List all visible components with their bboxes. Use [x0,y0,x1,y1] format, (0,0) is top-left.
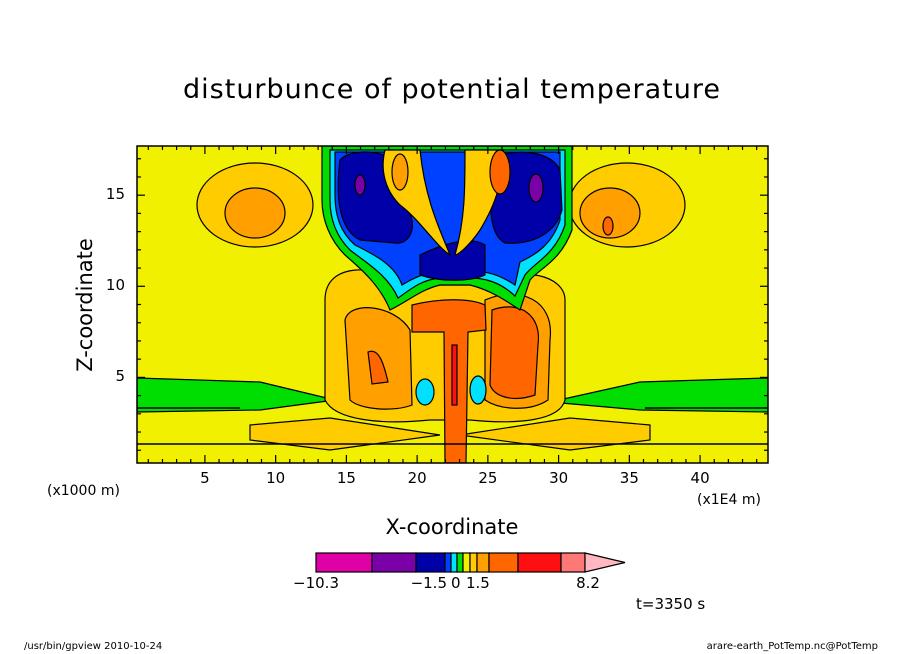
x-tick-label: 30 [549,469,569,487]
y-tick-label: 15 [105,185,125,204]
y-tick-label: 5 [115,367,125,386]
contour-right-green-band [549,377,768,413]
colorbar-label: −10.3 [293,574,339,592]
x-tick-label: 5 [200,469,210,487]
colorbar-overflow-triangle [584,552,626,573]
footer-left: /usr/bin/gpview 2010-10-24 [24,641,163,652]
x-axis-label: X-coordinate [385,515,519,539]
y-unit-label: (x1000 m) [47,483,120,499]
contour-right-orange-core [489,306,540,399]
y-tick-label: 10 [105,276,125,295]
colorbar-segment [450,552,458,573]
y-axis-label: Z-coordinate [72,238,97,372]
contour-right-cyan-patch [469,375,487,405]
colorbar-label: 0 [451,574,461,592]
contour-left-cyan-patch [415,378,435,406]
colorbar-label: 1.5 [466,574,490,592]
x-tick-label: 20 [407,469,427,487]
contour-central-orange-t [411,299,487,463]
contour-left-orange-core [367,350,389,385]
x-tick-label: 15 [336,469,356,487]
x-unit-label: (x1E4 m) [697,492,761,508]
contour-left-dome-orange [224,187,286,239]
colorbar-segment [456,552,464,573]
contour-right-dome-orange [579,187,641,239]
x-tick-label: 40 [690,469,710,487]
footer-right: arare-earth_PotTemp.nc@PotTemp [706,641,878,652]
x-tick-label: 10 [266,469,286,487]
contour-top-left-orange [391,153,409,191]
contour-left-purple-core [354,174,366,196]
colorbar-segment [469,552,478,573]
colorbar-label: −1.5 [410,574,447,592]
contour-right-dome-core [602,216,614,236]
contour-lower-gold-streaks [249,417,651,451]
colorbar-segment [560,552,586,573]
chart-title: disturbunce of potential temperature [183,74,721,105]
colorbar-segment [444,552,452,573]
colorbar-segment [371,552,417,573]
contour-central-red-core [451,344,458,406]
x-tick-label: 35 [619,469,639,487]
contour-top-right-orange [489,149,511,195]
colorbar-segment [488,552,519,573]
contour-left-green-band [137,377,336,413]
colorbar-segment [315,552,373,573]
colorbar-label: 8.2 [576,574,600,592]
colorbar-segment [476,552,490,573]
contour-right-purple-core [528,173,544,203]
colorbar-segment [462,552,471,573]
x-tick-label: 25 [478,469,498,487]
axis-ticks [137,146,768,463]
colorbar-segment [517,552,562,573]
colorbar-segment [415,552,446,573]
colorbar [315,552,626,573]
time-label: t=3350 s [636,595,706,613]
